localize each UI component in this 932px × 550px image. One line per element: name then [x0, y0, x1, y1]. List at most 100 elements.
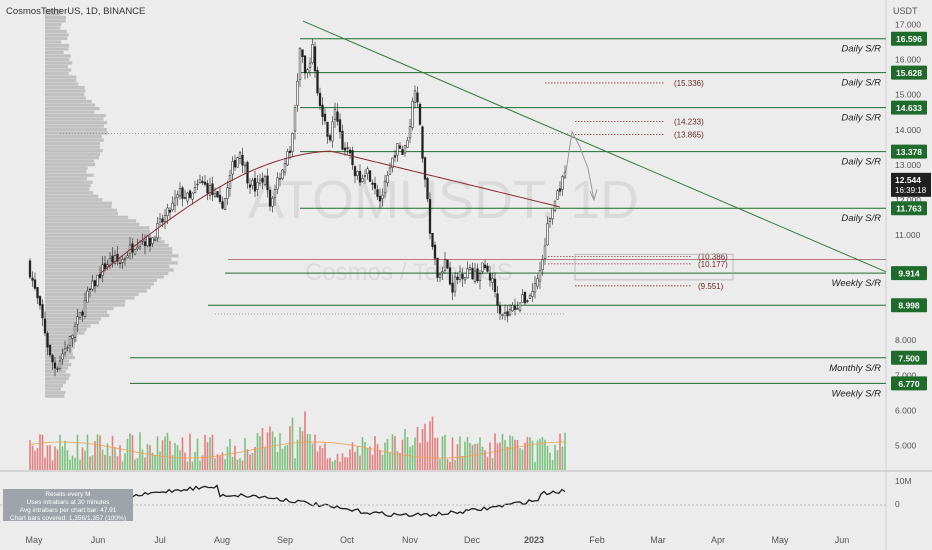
- time-tick-label: Jun: [91, 535, 106, 545]
- candle-body: [218, 194, 222, 202]
- profile-bar: [45, 208, 117, 212]
- profile-bar: [45, 40, 62, 44]
- candle-body: [398, 145, 402, 149]
- candle-body: [111, 255, 114, 263]
- candle-body: [366, 168, 369, 175]
- candle-body: [143, 241, 147, 246]
- profile-bar: [45, 103, 96, 107]
- candle-body: [183, 197, 187, 199]
- candle-body: [306, 69, 309, 73]
- volume-bar: [29, 440, 31, 470]
- symbol-title[interactable]: CosmosTetherUS, 1D, BINANCE: [6, 6, 145, 17]
- profile-bar: [45, 324, 91, 328]
- volume-bar: [306, 433, 309, 470]
- profile-bar: [45, 166, 88, 170]
- volume-bar: [461, 455, 464, 470]
- profile-bar: [45, 184, 91, 188]
- price-tick-label: 15.000: [895, 90, 921, 100]
- profile-bar: [45, 212, 119, 216]
- candle-body: [513, 305, 517, 310]
- candle-body: [233, 160, 237, 168]
- candle-body: [526, 300, 529, 302]
- profile-bar: [45, 219, 137, 223]
- volume-bar: [244, 438, 246, 470]
- volume-bar: [539, 438, 541, 470]
- candle-body: [493, 278, 497, 292]
- volume-bar: [336, 453, 339, 470]
- volume-bar: [359, 455, 361, 470]
- candle-body: [38, 296, 42, 306]
- volume-bar: [234, 445, 236, 470]
- volume-bar: [404, 428, 406, 470]
- volume-bar: [164, 436, 166, 470]
- candle-body: [126, 255, 129, 258]
- profile-bar: [45, 145, 100, 149]
- candle-body: [356, 171, 359, 176]
- volume-bar: [161, 440, 164, 470]
- volume-bar: [469, 442, 471, 470]
- volume-bar: [199, 460, 201, 470]
- volume-bar: [264, 446, 266, 470]
- candle-body: [278, 178, 282, 180]
- price-tick-label: 14.000: [895, 125, 921, 135]
- volume-bar: [559, 433, 561, 470]
- profile-bar: [45, 75, 77, 79]
- candle-body: [561, 176, 564, 190]
- profile-bar: [45, 285, 151, 290]
- profile-bar: [45, 296, 135, 300]
- level-name-label: Daily S/R: [841, 113, 881, 124]
- descending-trendline: [302, 20, 887, 273]
- support-resistance-levels: Daily S/R Daily S/R Daily S/R Daily S/R Dail…: [130, 38, 886, 399]
- candle-body: [363, 175, 367, 177]
- profile-bar: [45, 387, 61, 391]
- volume-bar: [236, 459, 239, 470]
- candle-body: [61, 353, 64, 360]
- candle-body: [158, 218, 162, 223]
- candle-body: [551, 208, 554, 220]
- candle-body: [546, 223, 549, 246]
- volume-bar: [249, 454, 251, 470]
- profile-bar: [45, 156, 100, 160]
- candle-body: [523, 291, 527, 304]
- volume-bar: [49, 445, 51, 470]
- volume-bar: [464, 441, 466, 470]
- candle-body: [346, 147, 349, 149]
- candle-body: [93, 280, 97, 287]
- volume-bar: [349, 449, 351, 470]
- volume-bar: [156, 436, 159, 470]
- profile-bar: [45, 82, 79, 86]
- volume-bar: [459, 436, 461, 470]
- profile-bar: [45, 363, 72, 367]
- candle-body: [273, 189, 277, 198]
- volume-bar: [136, 457, 139, 470]
- candle-body: [226, 187, 229, 199]
- candle-body: [176, 194, 179, 199]
- volume-bar: [396, 451, 399, 470]
- volume-bar: [474, 443, 476, 470]
- volume-bar: [356, 446, 359, 470]
- volume-bar: [54, 446, 56, 470]
- profile-bar: [45, 226, 150, 230]
- profile-bar: [45, 271, 169, 276]
- profile-bar: [45, 247, 173, 251]
- candle-body: [501, 314, 504, 316]
- candle-body: [456, 276, 459, 280]
- profile-bar: [45, 292, 139, 297]
- candle-body: [381, 194, 384, 199]
- candle-body: [83, 299, 87, 317]
- candle-body: [401, 149, 404, 155]
- candle-body: [103, 263, 107, 270]
- level-price-tag-label: 13.378: [896, 147, 922, 157]
- candle-body: [376, 189, 379, 197]
- candle-body: [486, 265, 489, 272]
- time-axis: May Jun Jul Aug Sep Oct Nov Dec 2023 Feb Mar Apr May…: [25, 535, 849, 545]
- level-name-label: Daily S/R: [841, 78, 881, 89]
- volume-bar: [271, 431, 274, 470]
- volume-bar: [191, 461, 194, 470]
- volume-bar: [481, 446, 484, 470]
- volume-bar: [81, 447, 84, 470]
- profile-bar: [45, 12, 61, 16]
- profile-bar: [45, 334, 77, 339]
- volume-bar: [46, 445, 49, 470]
